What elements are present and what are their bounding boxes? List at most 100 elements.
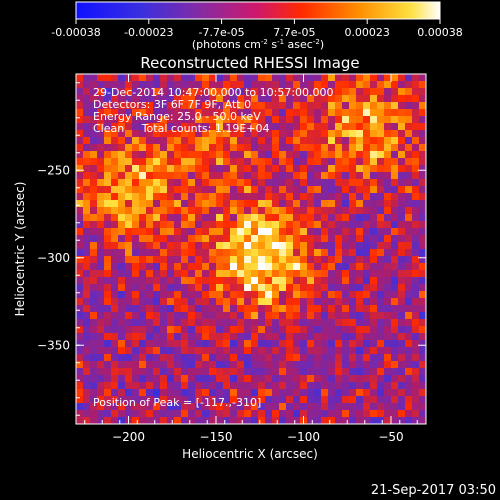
- heatmap-cell: [90, 403, 98, 411]
- heatmap-cell: [405, 221, 413, 229]
- heatmap-cell: [146, 144, 154, 152]
- heatmap-cell: [111, 144, 119, 152]
- heatmap-cell: [146, 305, 154, 313]
- heatmap-cell: [153, 270, 161, 278]
- heatmap-cell: [174, 270, 182, 278]
- heatmap-cell: [314, 249, 322, 257]
- heatmap-cell: [307, 81, 315, 89]
- heatmap-cell: [314, 207, 322, 215]
- heatmap-cell: [132, 200, 140, 208]
- heatmap-cell: [342, 123, 350, 131]
- heatmap-cell: [118, 74, 126, 82]
- heatmap-cell: [377, 207, 385, 215]
- heatmap-cell: [76, 333, 84, 341]
- heatmap-cell: [321, 193, 329, 201]
- heatmap-cell: [363, 417, 371, 425]
- heatmap-cell: [328, 361, 336, 369]
- heatmap-cell: [209, 137, 217, 145]
- heatmap-cell: [321, 151, 329, 159]
- heatmap-cell: [223, 200, 231, 208]
- heatmap-cell: [188, 298, 196, 306]
- heatmap-cell: [188, 347, 196, 355]
- heatmap-cell: [412, 249, 420, 257]
- heatmap-cell: [90, 326, 98, 334]
- heatmap-cell: [335, 158, 343, 166]
- heatmap-cell: [279, 417, 287, 425]
- heatmap-cell: [265, 368, 273, 376]
- heatmap-cell: [97, 235, 105, 243]
- heatmap-cell: [349, 291, 357, 299]
- heatmap-cell: [335, 333, 343, 341]
- heatmap-cell: [90, 298, 98, 306]
- heatmap-cell: [132, 403, 140, 411]
- heatmap-cell: [314, 270, 322, 278]
- heatmap-cell: [125, 270, 133, 278]
- heatmap-cell: [104, 242, 112, 250]
- heatmap-cell: [139, 375, 147, 383]
- heatmap-cell: [216, 361, 224, 369]
- heatmap-cell: [419, 123, 427, 131]
- heatmap-cell: [153, 256, 161, 264]
- heatmap-cell: [377, 396, 385, 404]
- heatmap-cell: [202, 186, 210, 194]
- heatmap-cell: [90, 312, 98, 320]
- heatmap-cell: [363, 172, 371, 180]
- heatmap-cell: [153, 102, 161, 110]
- heatmap-cell: [132, 123, 140, 131]
- heatmap-cell: [153, 172, 161, 180]
- heatmap-cell: [90, 305, 98, 313]
- heatmap-cell: [216, 200, 224, 208]
- heatmap-cell: [251, 249, 259, 257]
- heatmap-cell: [216, 137, 224, 145]
- heatmap-cell: [405, 298, 413, 306]
- heatmap-cell: [258, 235, 266, 243]
- heatmap-cell: [328, 389, 336, 397]
- heatmap-cell: [349, 389, 357, 397]
- heatmap-cell: [391, 298, 399, 306]
- heatmap-cell: [279, 347, 287, 355]
- heatmap-cell: [209, 403, 217, 411]
- heatmap-cell: [335, 130, 343, 138]
- heatmap-cell: [391, 193, 399, 201]
- heatmap-cell: [398, 123, 406, 131]
- heatmap-cell: [370, 151, 378, 159]
- heatmap-cell: [237, 417, 245, 425]
- heatmap-cell: [181, 410, 189, 418]
- heatmap-cell: [216, 305, 224, 313]
- heatmap-cell: [335, 95, 343, 103]
- heatmap-cell: [237, 235, 245, 243]
- heatmap-cell: [384, 291, 392, 299]
- heatmap-cell: [265, 298, 273, 306]
- heatmap-cell: [293, 81, 301, 89]
- heatmap-cell: [153, 130, 161, 138]
- heatmap-cell: [174, 368, 182, 376]
- heatmap-cell: [111, 74, 119, 82]
- heatmap-cell: [202, 193, 210, 201]
- heatmap-cell: [202, 382, 210, 390]
- heatmap-cell: [370, 403, 378, 411]
- heatmap-cell: [307, 319, 315, 327]
- heatmap-cell: [349, 382, 357, 390]
- heatmap-cell: [223, 410, 231, 418]
- heatmap-cell: [174, 144, 182, 152]
- heatmap-cell: [104, 74, 112, 82]
- heatmap-cell: [76, 319, 84, 327]
- heatmap-cell: [111, 312, 119, 320]
- heatmap-cell: [265, 291, 273, 299]
- heatmap-cell: [153, 81, 161, 89]
- heatmap-cell: [342, 249, 350, 257]
- heatmap-cell: [132, 242, 140, 250]
- heatmap-cell: [209, 284, 217, 292]
- heatmap-cell: [188, 305, 196, 313]
- heatmap-cell: [300, 130, 308, 138]
- heatmap-cell: [391, 179, 399, 187]
- heatmap-cell: [111, 375, 119, 383]
- heatmap-cell: [405, 172, 413, 180]
- heatmap-cell: [118, 375, 126, 383]
- heatmap-cell: [272, 102, 280, 110]
- heatmap-cell: [419, 130, 427, 138]
- heatmap-cell: [223, 165, 231, 173]
- heatmap-cell: [384, 312, 392, 320]
- heatmap-cell: [258, 102, 266, 110]
- heatmap-cell: [419, 284, 427, 292]
